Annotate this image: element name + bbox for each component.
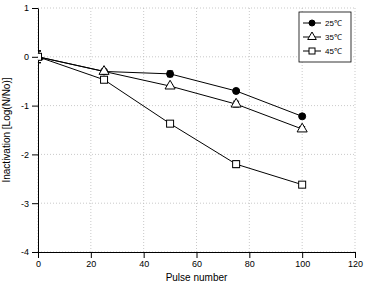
legend: 25℃ 35℃ 45℃: [299, 12, 351, 62]
legend-entry: 45℃: [303, 47, 342, 56]
x-tick: 40: [139, 252, 149, 269]
grid-line: [249, 8, 250, 252]
grid-line: [38, 8, 355, 9]
x-tick-label: 60: [192, 259, 202, 269]
legend-entry: 25℃: [303, 19, 342, 28]
y-tick-mark: [32, 57, 38, 58]
marker: [233, 87, 240, 94]
x-tick: 120: [348, 252, 363, 269]
x-tick-label: 20: [86, 259, 96, 269]
legend-label: 35℃: [325, 33, 342, 42]
x-tick: 100: [295, 252, 310, 269]
marker: [231, 98, 241, 107]
legend-marker: [309, 48, 315, 54]
x-axis: 0 20 40 60 80 100 120: [36, 252, 363, 269]
y-tick: -3: [21, 199, 38, 209]
y-tick-mark: [32, 154, 38, 155]
legend-label: 25℃: [325, 19, 342, 28]
chart: 0 20 40 60 80 100 120 -4 -3 -2 -1 0 1 25℃ 35℃ 45℃ Pulse …: [0, 0, 366, 289]
plot-area: 0 20 40 60 80 100 120 -4 -3 -2 -1 0 1 25℃ 35℃ 45℃: [21, 3, 363, 269]
y-axis-title: Inactivation [Log(N/No)]: [1, 77, 12, 182]
marker: [38, 53, 42, 60]
series: [38, 51, 306, 120]
marker: [299, 113, 306, 120]
x-axis-title: Pulse number: [166, 272, 228, 283]
legend-label: 45℃: [325, 47, 342, 56]
legend-marker: [308, 32, 317, 39]
x-tick-label: 100: [295, 259, 310, 269]
legend-marker: [309, 20, 315, 26]
grid-line: [355, 8, 356, 252]
error-bar: [233, 161, 239, 168]
y-tick: 1: [24, 3, 38, 13]
x-tick-mark: [144, 252, 145, 258]
y-tick-label: 1: [24, 3, 29, 13]
y-tick: -1: [21, 101, 38, 111]
x-tick-label: 40: [139, 259, 149, 269]
error-bar: [167, 71, 173, 77]
grid-line: [38, 154, 355, 155]
grid-line: [38, 8, 39, 252]
x-tick: 0: [36, 252, 41, 269]
series: [38, 51, 306, 188]
grid-line: [90, 8, 91, 252]
grid-line: [38, 203, 355, 204]
marker: [165, 80, 175, 89]
marker: [299, 181, 306, 188]
series-line: [38, 57, 302, 129]
marker: [167, 70, 174, 77]
x-tick-mark: [302, 252, 303, 258]
error-bar: [38, 51, 41, 63]
y-tick-mark: [32, 203, 38, 204]
y-tick-mark: [32, 252, 38, 253]
marker: [101, 76, 108, 83]
marker: [297, 123, 307, 132]
grid-line: [196, 8, 197, 252]
series-line: [38, 57, 302, 185]
x-tick-label: 0: [36, 259, 41, 269]
marker: [233, 161, 240, 168]
series: [38, 51, 307, 132]
y-tick: -2: [21, 150, 38, 160]
grid-line: [38, 105, 355, 106]
grid: [38, 8, 355, 252]
x-tick: 80: [245, 252, 255, 269]
y-tick-label: -1: [21, 101, 29, 111]
marker: [38, 53, 42, 60]
x-tick-mark: [355, 252, 356, 258]
x-tick: 20: [86, 252, 96, 269]
y-axis: -4 -3 -2 -1 0 1: [21, 3, 39, 257]
y-tick-mark: [32, 106, 38, 107]
grid-line: [143, 8, 144, 252]
y-tick-label: -4: [21, 247, 29, 257]
x-tick-mark: [197, 252, 198, 258]
marker: [167, 120, 174, 127]
x-tick-label: 120: [348, 259, 363, 269]
x-tick-mark: [249, 252, 250, 258]
y-tick: -4: [21, 247, 38, 257]
y-tick-label: -2: [21, 150, 29, 160]
marker: [99, 66, 109, 75]
legend-entry: 35℃: [303, 32, 342, 42]
x-tick: 60: [192, 252, 202, 269]
x-tick-mark: [91, 252, 92, 258]
legend-box: [299, 12, 351, 62]
x-tick-mark: [38, 252, 39, 258]
data-layer: [38, 51, 307, 188]
y-tick-mark: [32, 8, 38, 9]
y-tick-label: 0: [24, 52, 29, 62]
y-axis-line: [38, 9, 39, 253]
y-tick: 0: [24, 52, 38, 62]
y-tick-label: -3: [21, 199, 29, 209]
x-tick-label: 80: [245, 259, 255, 269]
